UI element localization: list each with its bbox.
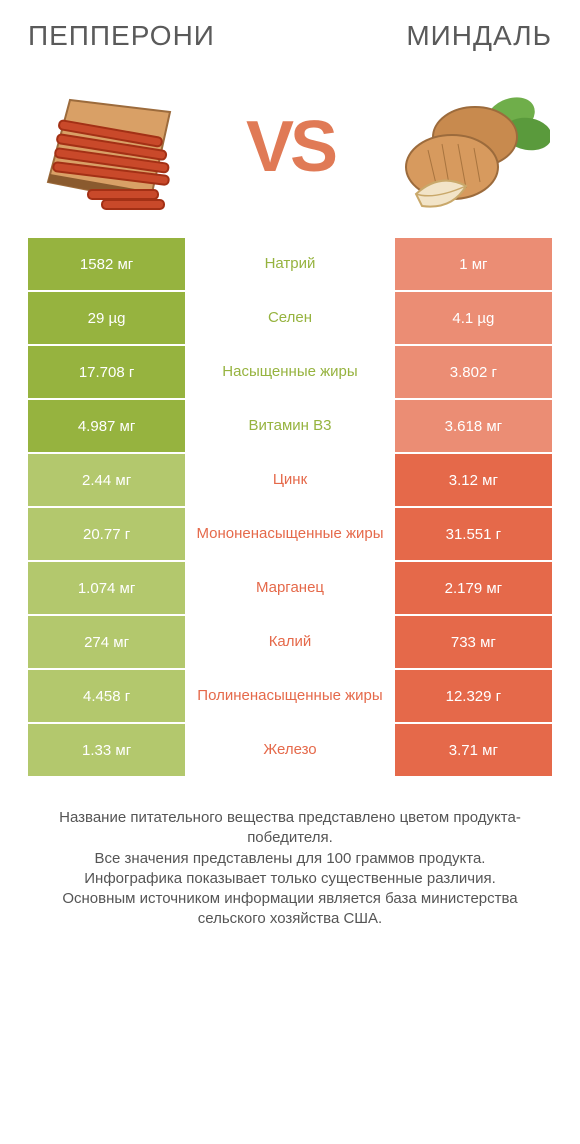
value-right: 3.802 г (395, 346, 552, 398)
footnote-text: Название питательного вещества представл… (28, 808, 552, 930)
value-left: 17.708 г (28, 346, 185, 398)
title-right: МИНДАЛЬ (290, 20, 552, 52)
nutrient-label: Калий (185, 616, 395, 668)
table-row: 4.458 гПолиненасыщенные жиры12.329 г (28, 670, 552, 722)
value-right: 3.71 мг (395, 724, 552, 776)
value-left: 1.074 мг (28, 562, 185, 614)
value-right: 1 мг (395, 238, 552, 290)
value-left: 4.987 мг (28, 400, 185, 452)
nutrient-label: Мононенасыщенные жиры (185, 508, 395, 560)
value-right: 31.551 г (395, 508, 552, 560)
hero-row: VS (28, 82, 552, 212)
value-left: 2.44 мг (28, 454, 185, 506)
value-right: 2.179 мг (395, 562, 552, 614)
comparison-table: 1582 мгНатрий1 мг29 µgСелен4.1 µg17.708 … (28, 238, 552, 776)
nutrient-label: Насыщенные жиры (185, 346, 395, 398)
value-left: 20.77 г (28, 508, 185, 560)
table-row: 17.708 гНасыщенные жиры3.802 г (28, 346, 552, 398)
value-left: 274 мг (28, 616, 185, 668)
value-right: 733 мг (395, 616, 552, 668)
almond-image (380, 82, 550, 212)
table-row: 2.44 мгЦинк3.12 мг (28, 454, 552, 506)
pepperoni-image (30, 82, 200, 212)
value-left: 1.33 мг (28, 724, 185, 776)
value-left: 4.458 г (28, 670, 185, 722)
vs-label: VS (246, 106, 334, 188)
table-row: 1582 мгНатрий1 мг (28, 238, 552, 290)
value-right: 3.618 мг (395, 400, 552, 452)
nutrient-label: Цинк (185, 454, 395, 506)
table-row: 20.77 гМононенасыщенные жиры31.551 г (28, 508, 552, 560)
value-right: 4.1 µg (395, 292, 552, 344)
table-row: 274 мгКалий733 мг (28, 616, 552, 668)
table-row: 1.074 мгМарганец2.179 мг (28, 562, 552, 614)
title-left: ПЕППЕРОНИ (28, 20, 290, 52)
nutrient-label: Полиненасыщенные жиры (185, 670, 395, 722)
nutrient-label: Натрий (185, 238, 395, 290)
value-right: 12.329 г (395, 670, 552, 722)
table-row: 29 µgСелен4.1 µg (28, 292, 552, 344)
table-row: 1.33 мгЖелезо3.71 мг (28, 724, 552, 776)
value-right: 3.12 мг (395, 454, 552, 506)
nutrient-label: Витамин B3 (185, 400, 395, 452)
value-left: 29 µg (28, 292, 185, 344)
nutrient-label: Селен (185, 292, 395, 344)
value-left: 1582 мг (28, 238, 185, 290)
nutrient-label: Марганец (185, 562, 395, 614)
table-row: 4.987 мгВитамин B33.618 мг (28, 400, 552, 452)
header: ПЕППЕРОНИ МИНДАЛЬ (28, 20, 552, 52)
nutrient-label: Железо (185, 724, 395, 776)
